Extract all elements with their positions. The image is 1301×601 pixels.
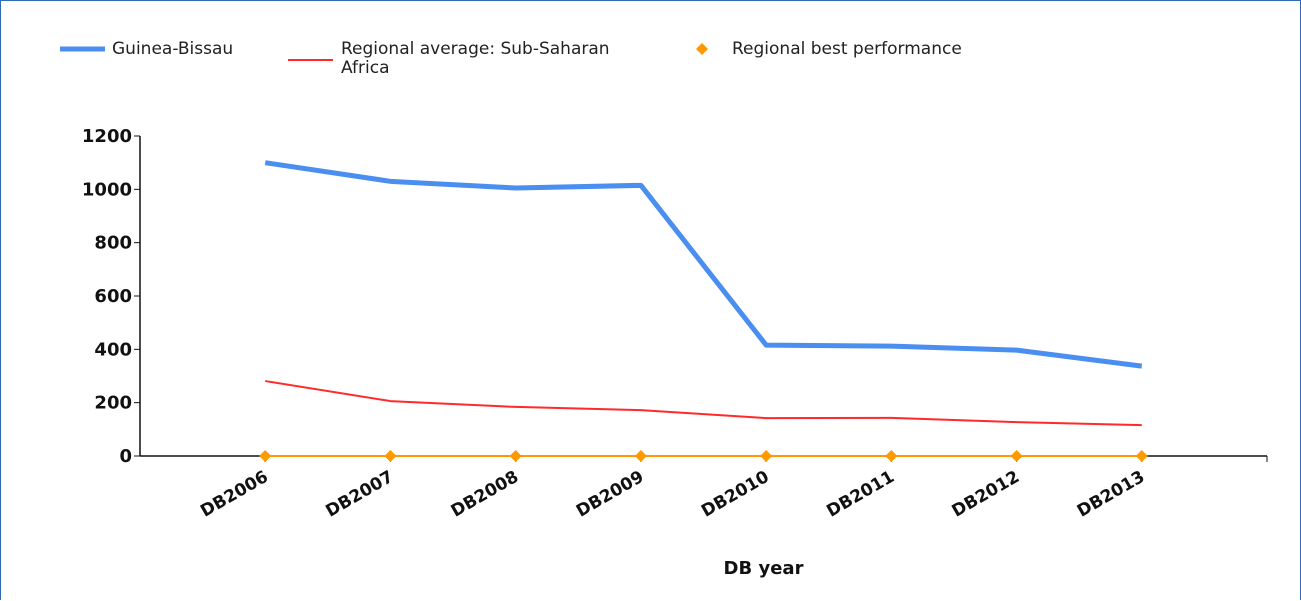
y-tick-label: 400 [94, 339, 132, 360]
y-tick-label: 600 [94, 286, 132, 307]
y-tick-label: 1200 [82, 126, 132, 147]
point-marker [885, 450, 898, 462]
x-axis-title: DB year [724, 558, 804, 579]
point-marker [509, 450, 522, 462]
point-marker [634, 450, 647, 462]
x-tick-label: DB2006 [197, 467, 271, 522]
point-marker [760, 450, 773, 462]
x-tick-label: DB2013 [1074, 467, 1148, 522]
x-tick-label: DB2009 [573, 467, 647, 522]
point-marker [1135, 450, 1148, 462]
point-marker [1010, 450, 1023, 462]
y-tick-label: 1000 [82, 179, 132, 200]
legend-label: Regional best performance [732, 39, 962, 59]
x-tick-label: DB2011 [823, 467, 897, 522]
legend-marker [696, 43, 708, 55]
y-tick-label: 800 [94, 233, 132, 254]
x-tick-label: DB2012 [949, 467, 1023, 522]
x-tick-label: DB2008 [448, 467, 522, 522]
legend-label: Regional average: Sub-Saharan Africa [341, 39, 610, 78]
legend-label: Guinea-Bissau [112, 39, 234, 59]
y-tick-label: 0 [119, 446, 132, 467]
series-line [265, 380, 1142, 427]
x-tick-label: DB2007 [323, 467, 397, 522]
y-tick-label: 200 [94, 393, 132, 414]
series-line [264, 160, 1143, 369]
x-tick-label: DB2010 [698, 467, 773, 522]
point-marker [259, 450, 272, 462]
point-marker [384, 450, 397, 462]
